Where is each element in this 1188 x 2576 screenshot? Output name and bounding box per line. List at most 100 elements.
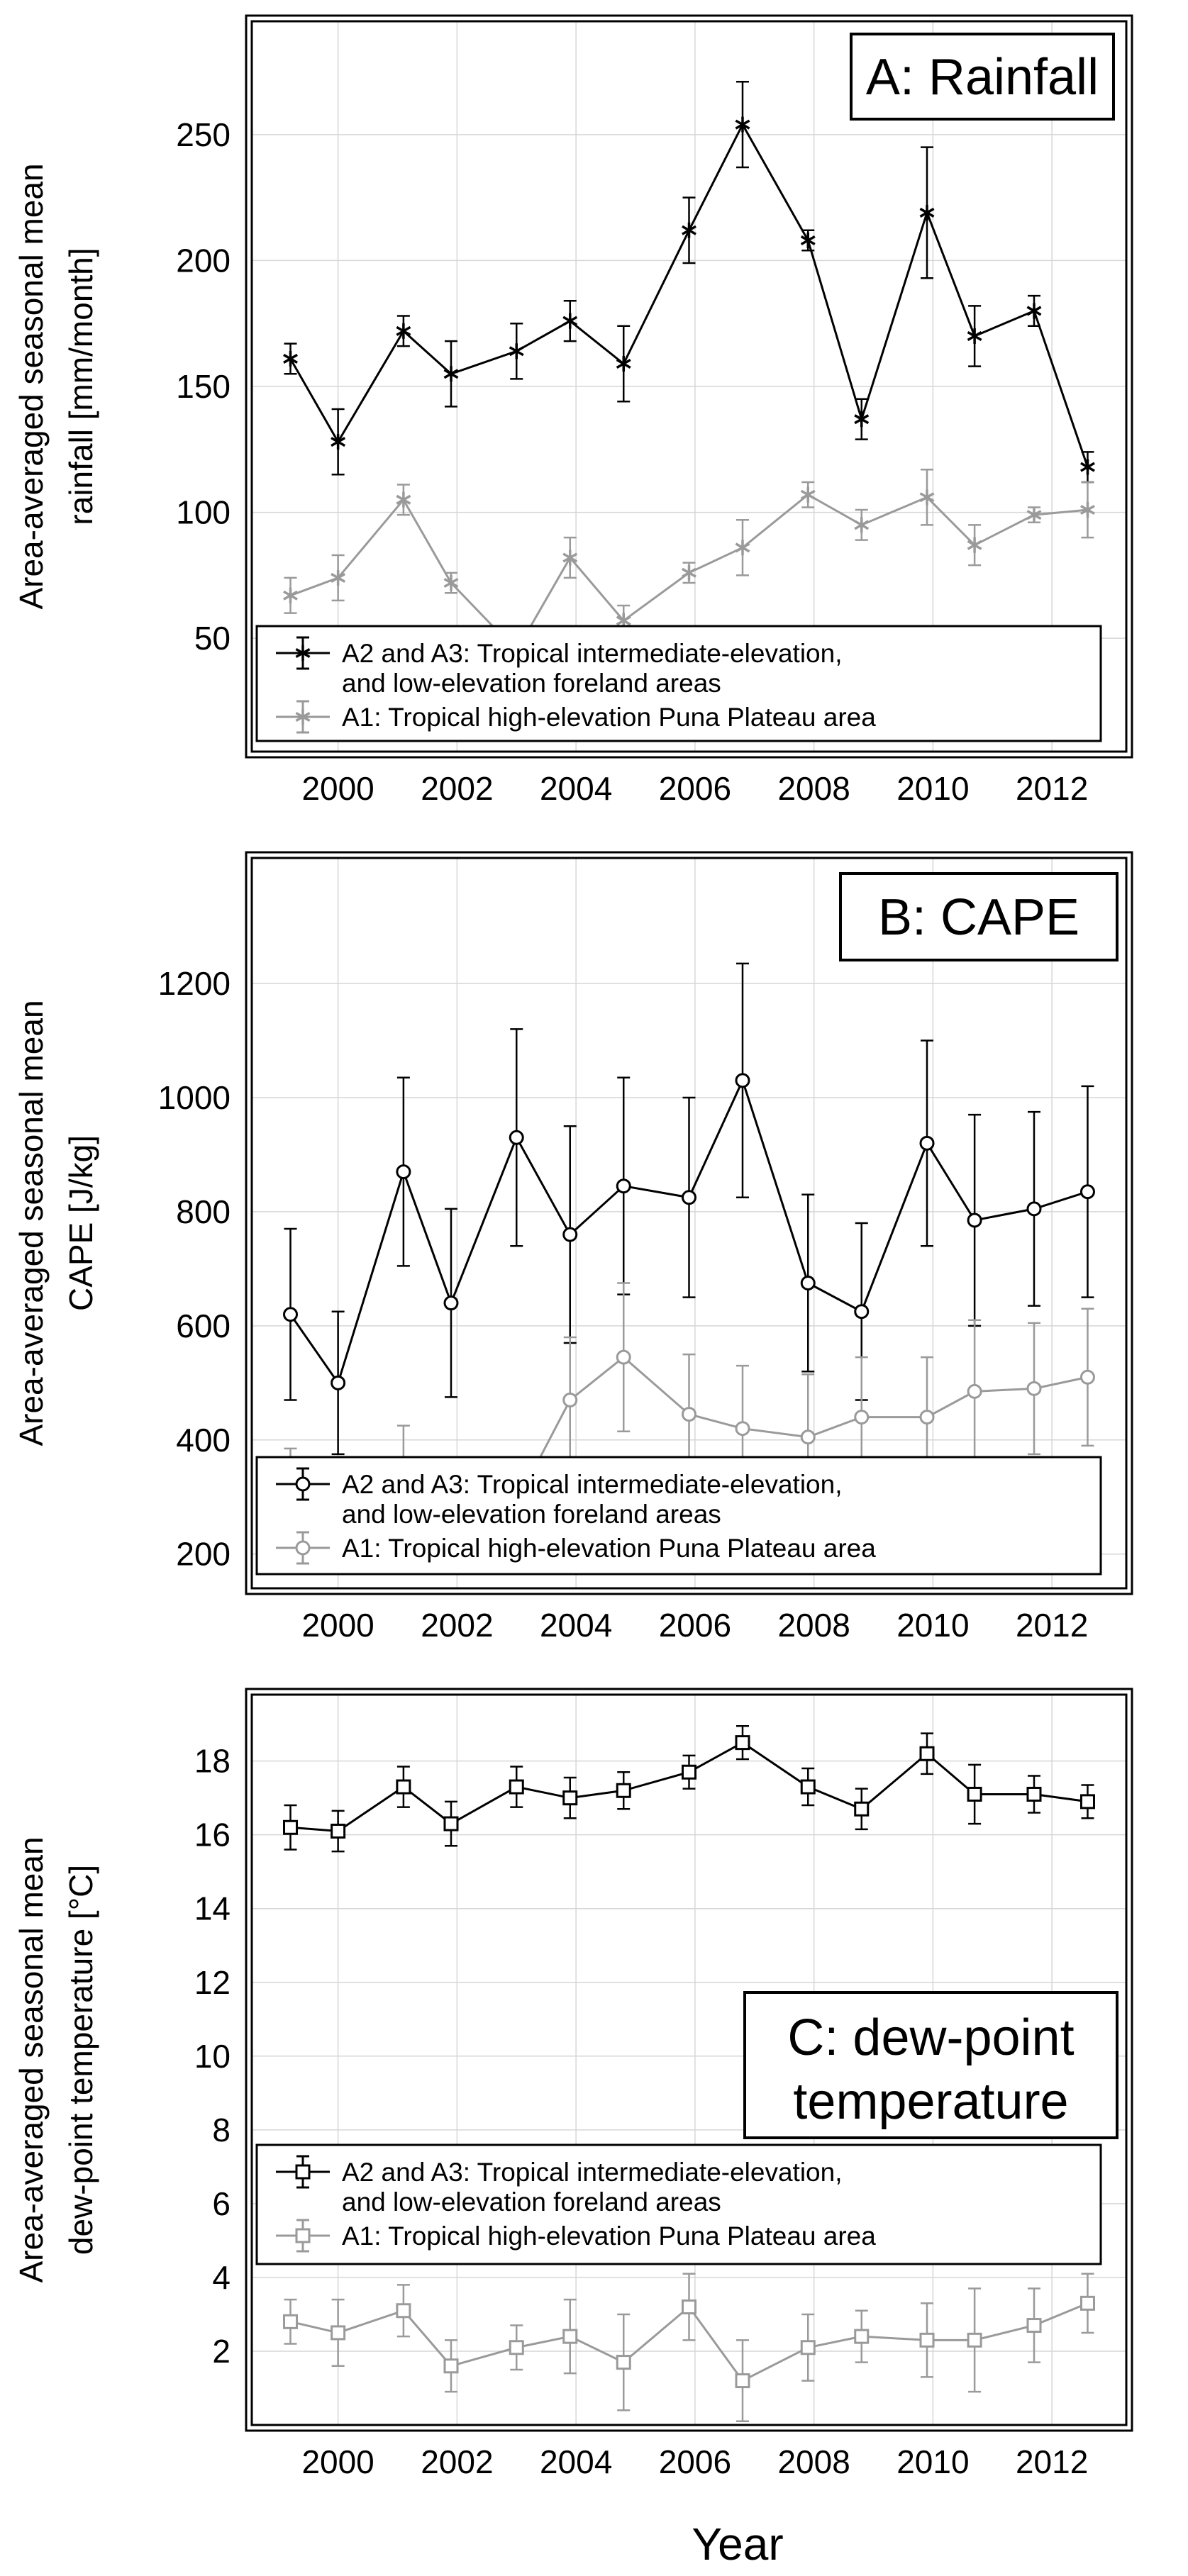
marker-p1-3 [443,575,459,591]
legend-label: A2 and A3: Tropical intermediate-elevati… [342,639,842,668]
marker-p3-legend1 [295,2228,311,2243]
marker-p1-legend1 [295,709,311,725]
y-tick-label: 1200 [158,965,231,1002]
legend-label-line2: and low-elevation foreland areas [342,1500,721,1529]
y-axis-label: Area-averaged seasonal mean [13,1836,50,2282]
y-tick-label: 800 [176,1193,231,1230]
marker-p2-12 [967,1383,982,1399]
marker-p1-7 [682,564,696,581]
title-box [839,872,1118,961]
plot-frame-outer [245,1688,1133,2432]
marker-p1-1 [331,569,346,586]
y-tick-label: 16 [194,1817,231,1853]
x-tick-label: 2010 [896,770,969,807]
title-text: C: dew-point [787,2009,1074,2066]
legend-key [276,700,330,734]
y-axis-label-line2: dew-point temperature [°C] [62,1865,99,2255]
legend-key [276,636,330,670]
marker-p3-3 [443,2358,459,2374]
marker-p2-5 [562,1227,578,1242]
panel-title: B: CAPE [839,872,1118,961]
y-tick-label: 400 [176,1422,231,1459]
chart-panel-2: A2 and A3: Tropical intermediate-elevati… [13,851,1133,1644]
marker-p1-8 [735,116,750,133]
marker-p2-13 [1026,1381,1042,1396]
marker-p1-6 [616,356,631,372]
marker-p1-12 [967,328,982,344]
plot-frame-inner [250,20,1128,753]
legend-key [276,1467,330,1501]
marker-p2-11 [919,1135,935,1151]
marker-p1-13 [1026,303,1042,319]
marker-p2-4 [509,1130,524,1145]
y-tick-label: 6 [212,2185,231,2222]
marker-p2-6 [616,1349,631,1365]
marker-p3-4 [509,1779,524,1795]
x-tick-label: 2010 [896,2443,969,2480]
figure-xlabel: Year [692,2519,783,2570]
marker-p1-12 [967,537,982,553]
marker-p3-7 [682,2299,696,2315]
legend-label-line2: and low-elevation foreland areas [342,669,721,698]
marker-p2-13 [1026,1201,1042,1217]
legend: A2 and A3: Tropical intermediate-elevati… [255,2143,1102,2265]
x-tick-label: 2012 [1016,1607,1088,1644]
plot-frame-outer [245,14,1133,759]
y-tick-label: 150 [176,368,231,405]
legend-label: A2 and A3: Tropical intermediate-elevati… [342,2158,842,2187]
panel-title: A: Rainfall [850,33,1115,121]
x-tick-label: 2004 [540,1607,612,1644]
marker-p3-1 [331,2325,346,2341]
y-tick-label: 4 [212,2259,231,2296]
plot-frame-inner [250,857,1128,1590]
gridlines [252,21,1126,752]
marker-p3-0 [283,2314,299,2329]
marker-p2-7 [682,1407,696,1422]
marker-p3-7 [682,1764,696,1780]
marker-p1-5 [562,313,578,329]
x-tick-label: 2006 [659,2443,731,2480]
marker-p3-10 [854,1801,870,1817]
x-tick-label: 2010 [896,1607,969,1644]
marker-p2-10 [854,1304,870,1320]
legend: A2 and A3: Tropical intermediate-elevati… [255,625,1102,742]
legend-label: A1: Tropical high-elevation Puna Plateau… [342,703,876,732]
marker-p2-legend0 [295,1476,311,1492]
marker-p1-2 [396,491,411,508]
y-tick-label: 8 [212,2112,231,2148]
marker-p3-12 [967,1786,982,1802]
x-tick-label: 2006 [659,1607,731,1644]
x-tick-label: 2004 [540,770,612,807]
series-a2-a3 [283,1724,1095,1853]
marker-p3-11 [919,2332,935,2348]
marker-p3-legend0 [295,2164,311,2180]
x-tick-label: 2008 [777,2443,850,2480]
marker-p3-4 [509,2340,524,2355]
marker-p2-10 [854,1410,870,1425]
marker-p3-8 [735,2373,750,2389]
chart-panel-1: A2 and A3: Tropical intermediate-elevati… [13,14,1133,807]
x-tick-label: 2008 [777,1607,850,1644]
legend-label: A1: Tropical high-elevation Puna Plateau… [342,2221,876,2251]
marker-p2-6 [616,1178,631,1194]
marker-p2-5 [562,1392,578,1407]
legend-box [255,2143,1102,2265]
plot-frame-outer [245,851,1133,1595]
y-tick-label: 50 [194,620,231,657]
marker-p2-legend1 [295,1540,311,1556]
marker-p2-9 [800,1275,816,1290]
y-tick-label: 200 [176,1536,231,1573]
marker-p2-9 [800,1429,816,1445]
marker-p1-10 [854,517,870,533]
marker-p3-14 [1079,1794,1095,1810]
y-axis-label-line2: rainfall [mm/month] [62,247,99,525]
marker-p3-8 [735,1735,750,1751]
x-tick-label: 2002 [421,1607,493,1644]
marker-p1-4 [509,343,524,359]
series-line [289,122,1089,468]
title-text-line2: temperature [793,2073,1068,2130]
title-text: B: CAPE [878,889,1079,946]
x-tick-label: 2002 [421,770,493,807]
marker-p3-5 [562,1790,578,1806]
y-axis-label: Area-averaged seasonal mean [13,163,50,609]
